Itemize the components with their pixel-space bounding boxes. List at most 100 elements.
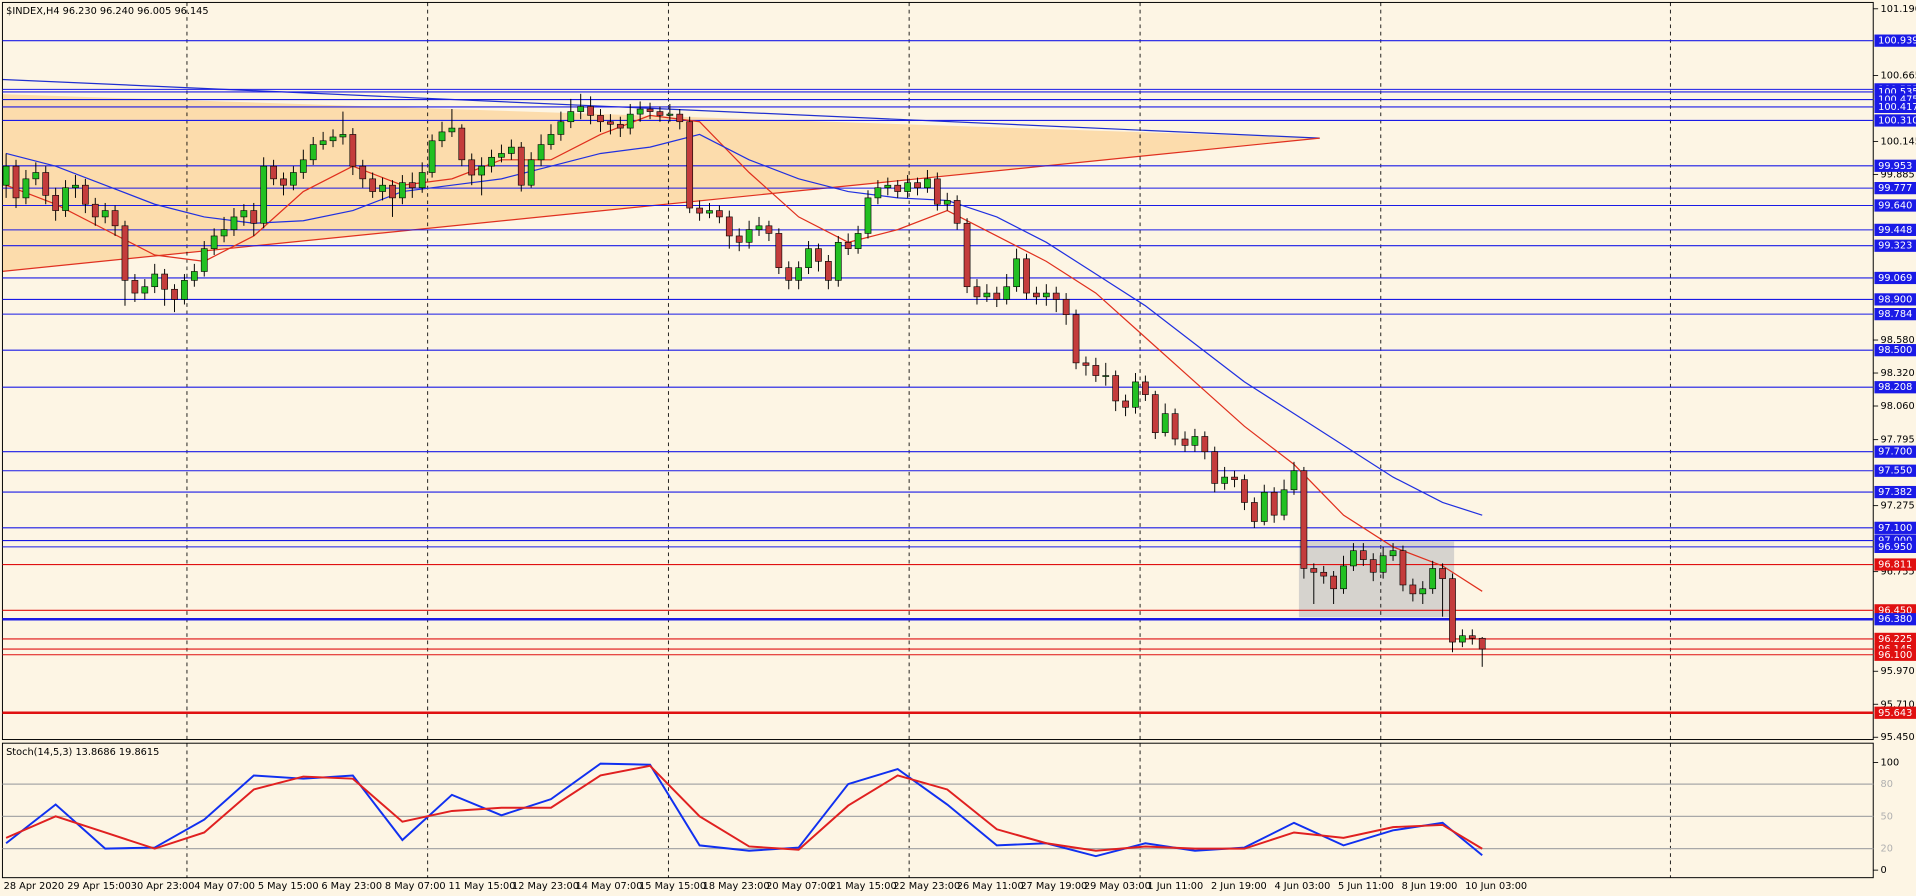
candle-body	[72, 184, 79, 189]
candle-body	[765, 225, 773, 234]
x-tick-label: 4 Jun 03:00	[1274, 881, 1330, 892]
candle-body	[725, 216, 733, 237]
x-tick-label: 26 May 11:00	[957, 881, 1024, 892]
candle-body	[953, 200, 961, 224]
y-tick-label: 95.450	[1881, 732, 1915, 743]
candle-body	[240, 210, 248, 218]
trendline-lower	[2, 137, 1320, 272]
candle-body	[696, 207, 703, 214]
candle-body	[101, 210, 109, 218]
candle-body	[1151, 394, 1159, 433]
candle-body	[1369, 559, 1377, 573]
level-label-box	[1874, 521, 1916, 534]
candle-body	[52, 195, 60, 211]
candle-body	[498, 153, 505, 158]
candle-body	[161, 273, 168, 290]
candle-body	[359, 165, 367, 180]
candle-body	[22, 178, 30, 199]
x-tick-label: 5 Jun 11:00	[1338, 881, 1394, 892]
candle-body	[547, 134, 555, 145]
candle-body	[1459, 635, 1466, 643]
level-label: 99.953	[1878, 161, 1912, 172]
candle-body	[795, 267, 803, 281]
candle-body	[1399, 550, 1407, 586]
candle-body	[755, 225, 763, 230]
level-label-box	[1874, 182, 1916, 195]
candle-body	[527, 159, 535, 186]
level-label-box	[1874, 239, 1916, 252]
level-label: 98.208	[1878, 382, 1912, 393]
level-label-box	[1874, 540, 1916, 553]
candle-body	[904, 182, 911, 192]
level-label: 96.950	[1878, 542, 1912, 553]
candle-body	[1449, 578, 1456, 643]
y-tick-label: 99.885	[1881, 169, 1915, 180]
candle-body	[597, 115, 604, 123]
y-tick-label: 101.190	[1881, 4, 1916, 15]
x-tick-label: 6 May 23:00	[321, 881, 382, 892]
candle-body	[1221, 476, 1228, 484]
level-label-box	[1874, 613, 1916, 626]
candle-body	[260, 165, 268, 224]
candle-body	[943, 200, 951, 205]
candle-body	[468, 159, 476, 176]
level-label-box	[1874, 223, 1916, 236]
level-label: 99.640	[1878, 200, 1912, 211]
candle-body	[111, 210, 119, 227]
candle-body	[1181, 438, 1189, 446]
candle-body	[131, 280, 139, 294]
x-tick-label: 12 May 23:00	[512, 881, 579, 892]
candle-body	[1191, 436, 1199, 446]
candle-body	[2, 165, 10, 186]
candle-body	[141, 286, 149, 294]
y-tick-label: 95.710	[1881, 699, 1915, 710]
level-label: 100.939	[1878, 36, 1916, 47]
level-label-box	[1874, 558, 1916, 571]
level-label: 97.100	[1878, 523, 1912, 534]
candle-body	[1112, 375, 1120, 402]
x-tick-label: 22 May 23:00	[893, 881, 960, 892]
candle-body	[151, 273, 159, 288]
candle-body	[517, 146, 525, 186]
stoch-level-label: 20	[1881, 844, 1893, 855]
level-label: 98.500	[1878, 345, 1912, 356]
x-tick-label: 10 Jun 03:00	[1465, 881, 1527, 892]
candle-body	[706, 210, 713, 214]
candle-body	[349, 134, 357, 167]
x-tick-label: 30 Apr 23:00	[131, 881, 195, 892]
y-tick-label: 96.755	[1881, 567, 1915, 578]
stoch-level-label: 80	[1881, 779, 1893, 790]
candle-body	[319, 140, 327, 145]
candle-body	[280, 178, 287, 186]
candle-body	[874, 187, 882, 199]
level-label-box	[1874, 199, 1916, 212]
candle-body	[686, 121, 694, 209]
candle-body	[1033, 292, 1040, 298]
candle-body	[250, 210, 258, 224]
candle-body	[1429, 568, 1437, 590]
candle-body	[557, 121, 565, 135]
candle-body	[825, 261, 832, 281]
x-tick-label: 1 Jun 11:00	[1147, 881, 1203, 892]
y-tick-label: 0	[1881, 865, 1887, 876]
x-tick-label: 29 Apr 15:00	[67, 881, 131, 892]
level-label-box	[1874, 308, 1916, 321]
x-tick-label: 29 May 03:00	[1084, 881, 1151, 892]
candle-body	[537, 144, 545, 161]
candle-body	[190, 271, 198, 281]
candle-body	[1409, 584, 1417, 595]
candle-body	[666, 113, 674, 116]
candle-body	[1142, 381, 1149, 395]
candle-body	[735, 235, 743, 243]
candle-body	[379, 184, 386, 192]
x-tick-label: 20 May 07:00	[766, 881, 833, 892]
candle-body	[389, 184, 396, 199]
candle-body	[230, 216, 238, 230]
level-label: 100.417	[1878, 102, 1916, 113]
candle-body	[1201, 436, 1209, 453]
level-label: 97.700	[1878, 447, 1912, 458]
stoch-level-label: 50	[1881, 811, 1893, 822]
candle-body	[1250, 502, 1258, 522]
candle-body	[1072, 314, 1080, 364]
